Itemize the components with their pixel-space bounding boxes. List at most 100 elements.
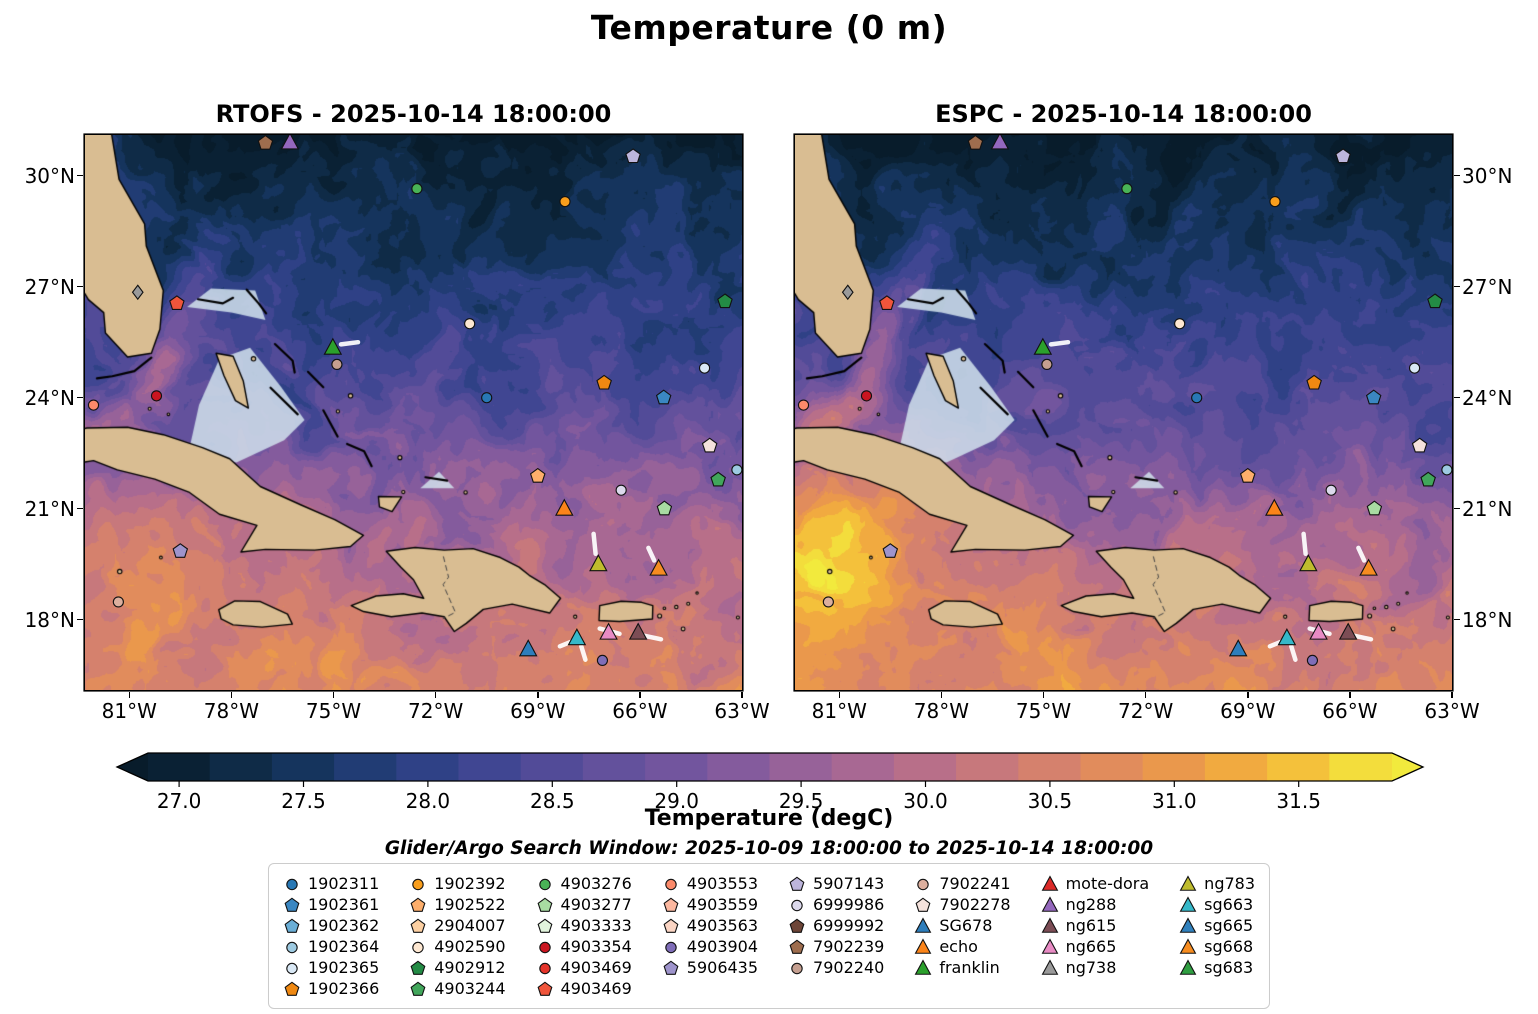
x-tick <box>741 692 743 698</box>
x-tick <box>940 692 943 698</box>
legend-item-label: 7902240 <box>813 958 885 977</box>
x-tick <box>1144 692 1147 698</box>
4903354-marker <box>150 390 163 402</box>
colorbar-segment <box>334 753 398 781</box>
legend-item-label: 4902912 <box>434 958 506 977</box>
legend-item-label: 4903244 <box>434 979 506 998</box>
5907143-marker <box>1335 148 1351 164</box>
1902311-legend-marker <box>286 878 298 890</box>
circle-marker-icon <box>412 878 424 890</box>
7902240-legend-marker <box>791 962 803 974</box>
legend-item-label: 4903469 <box>560 958 632 977</box>
y-tick <box>77 396 83 399</box>
1902362-legend-marker <box>284 918 300 933</box>
colorbar-tick-label: 28.0 <box>406 789 451 813</box>
4903244-marker <box>710 471 726 487</box>
4903904-marker <box>1306 654 1319 666</box>
espc-markers-overlay <box>797 135 1452 666</box>
legend-item: 1902392 <box>409 873 506 894</box>
legend-item-label: 4902590 <box>434 937 506 956</box>
x-tick-label: 81°W <box>811 699 867 723</box>
1902364-marker <box>1441 464 1452 476</box>
panel-title-espc: ESPC - 2025-10-14 18:00:00 <box>935 100 1312 128</box>
rtofs-temperature-field <box>85 135 742 690</box>
legend-item-label: 7902239 <box>813 937 885 956</box>
colorbar-segment <box>769 753 833 781</box>
x-tick-label: 69°W <box>1220 699 1276 723</box>
7902241-marker <box>822 596 834 608</box>
pentagon-marker-icon <box>789 876 805 891</box>
legend-item-label: ng665 <box>1065 937 1117 956</box>
x-tick <box>1247 692 1249 698</box>
colorbar-segment <box>1329 753 1393 781</box>
legend-item: 4902912 <box>409 957 506 978</box>
1902364-marker <box>731 464 742 476</box>
legend-item: 7902278 <box>914 894 1011 915</box>
y-tick-label: 24°N <box>1462 385 1513 410</box>
pentagon-marker-icon <box>789 918 805 933</box>
pentagon-marker-icon <box>410 897 426 912</box>
circle-marker-icon <box>286 941 298 953</box>
legend-item-label: 1902522 <box>434 895 506 914</box>
4903244-marker <box>1420 471 1436 487</box>
legend-item: 4903469 <box>536 978 632 999</box>
legend-item-label: 4903553 <box>686 874 759 893</box>
x-tick <box>838 692 840 698</box>
legend-item: ng615 <box>1041 915 1150 936</box>
x-tick-label: 72°W <box>408 699 464 723</box>
colorbar-segment <box>893 753 958 781</box>
temperature-colorbar: 27.0 27.5 28.0 28.5 29.0 29.5 30.0 30.5 31.0 31.5 <box>115 752 1425 813</box>
pentagon-marker-icon <box>284 897 300 912</box>
ng615-marker <box>1338 622 1358 640</box>
legend-item-label: 4903333 <box>560 916 632 935</box>
glider-track <box>1301 531 1308 557</box>
4903354-marker <box>860 390 873 402</box>
legend-item-label: 5907143 <box>813 874 885 893</box>
legend-item-label: ng738 <box>1065 958 1117 977</box>
legend-item: 4903559 <box>662 894 758 915</box>
circle-marker-icon <box>538 962 551 974</box>
pentagon-marker-icon <box>663 918 679 933</box>
triangle-marker-icon <box>1041 874 1058 891</box>
pentagon-marker-icon <box>284 981 300 996</box>
4903563-legend-marker <box>663 918 679 933</box>
ng615-marker <box>628 622 648 640</box>
circle-marker-icon <box>538 941 551 953</box>
echo-marker <box>1265 498 1284 516</box>
ng783-legend-marker <box>1179 874 1197 891</box>
x-tick-label: 63°W <box>714 699 770 723</box>
x-tick-label: 75°W <box>305 699 362 723</box>
legend-item: 1902362 <box>283 915 379 936</box>
y-tick-label: 24°N <box>24 385 75 410</box>
pentagon-marker-icon <box>537 918 552 933</box>
4903276-marker <box>411 183 423 195</box>
platform-legend: 1902311 1902361 1902362 1902364 1902365 19023… <box>267 863 1271 1009</box>
7902240-marker <box>1041 358 1053 370</box>
ng288-legend-marker <box>1041 895 1058 912</box>
4902590-marker <box>1174 318 1186 330</box>
4903553-marker <box>797 399 810 411</box>
colorbar-tick-label: 28.5 <box>530 789 575 813</box>
4903553-legend-marker <box>665 878 677 890</box>
triangle-marker-icon <box>914 916 932 933</box>
4903904-marker <box>596 654 609 666</box>
ng665-legend-marker <box>1041 937 1058 954</box>
franklin-legend-marker <box>914 958 932 975</box>
x-tick <box>537 692 539 698</box>
triangle-marker-icon <box>1041 958 1058 975</box>
4903333-legend-marker <box>537 918 552 933</box>
legend-item: 4903469 <box>536 957 632 978</box>
pentagon-marker-icon <box>915 897 931 912</box>
7902239-marker <box>257 135 274 150</box>
sg663-marker <box>1277 628 1297 646</box>
triangle-marker-icon <box>1041 937 1058 954</box>
colorbar-tick-label: 31.5 <box>1276 789 1321 813</box>
legend-item: 1902364 <box>283 936 379 957</box>
x-tick <box>1042 692 1045 698</box>
glider-track <box>591 531 598 557</box>
x-tick <box>128 692 130 698</box>
7902239-marker <box>967 135 984 150</box>
4903244-legend-marker <box>410 981 426 996</box>
legend-item: 4903563 <box>662 915 758 936</box>
sg668-marker <box>649 558 668 576</box>
